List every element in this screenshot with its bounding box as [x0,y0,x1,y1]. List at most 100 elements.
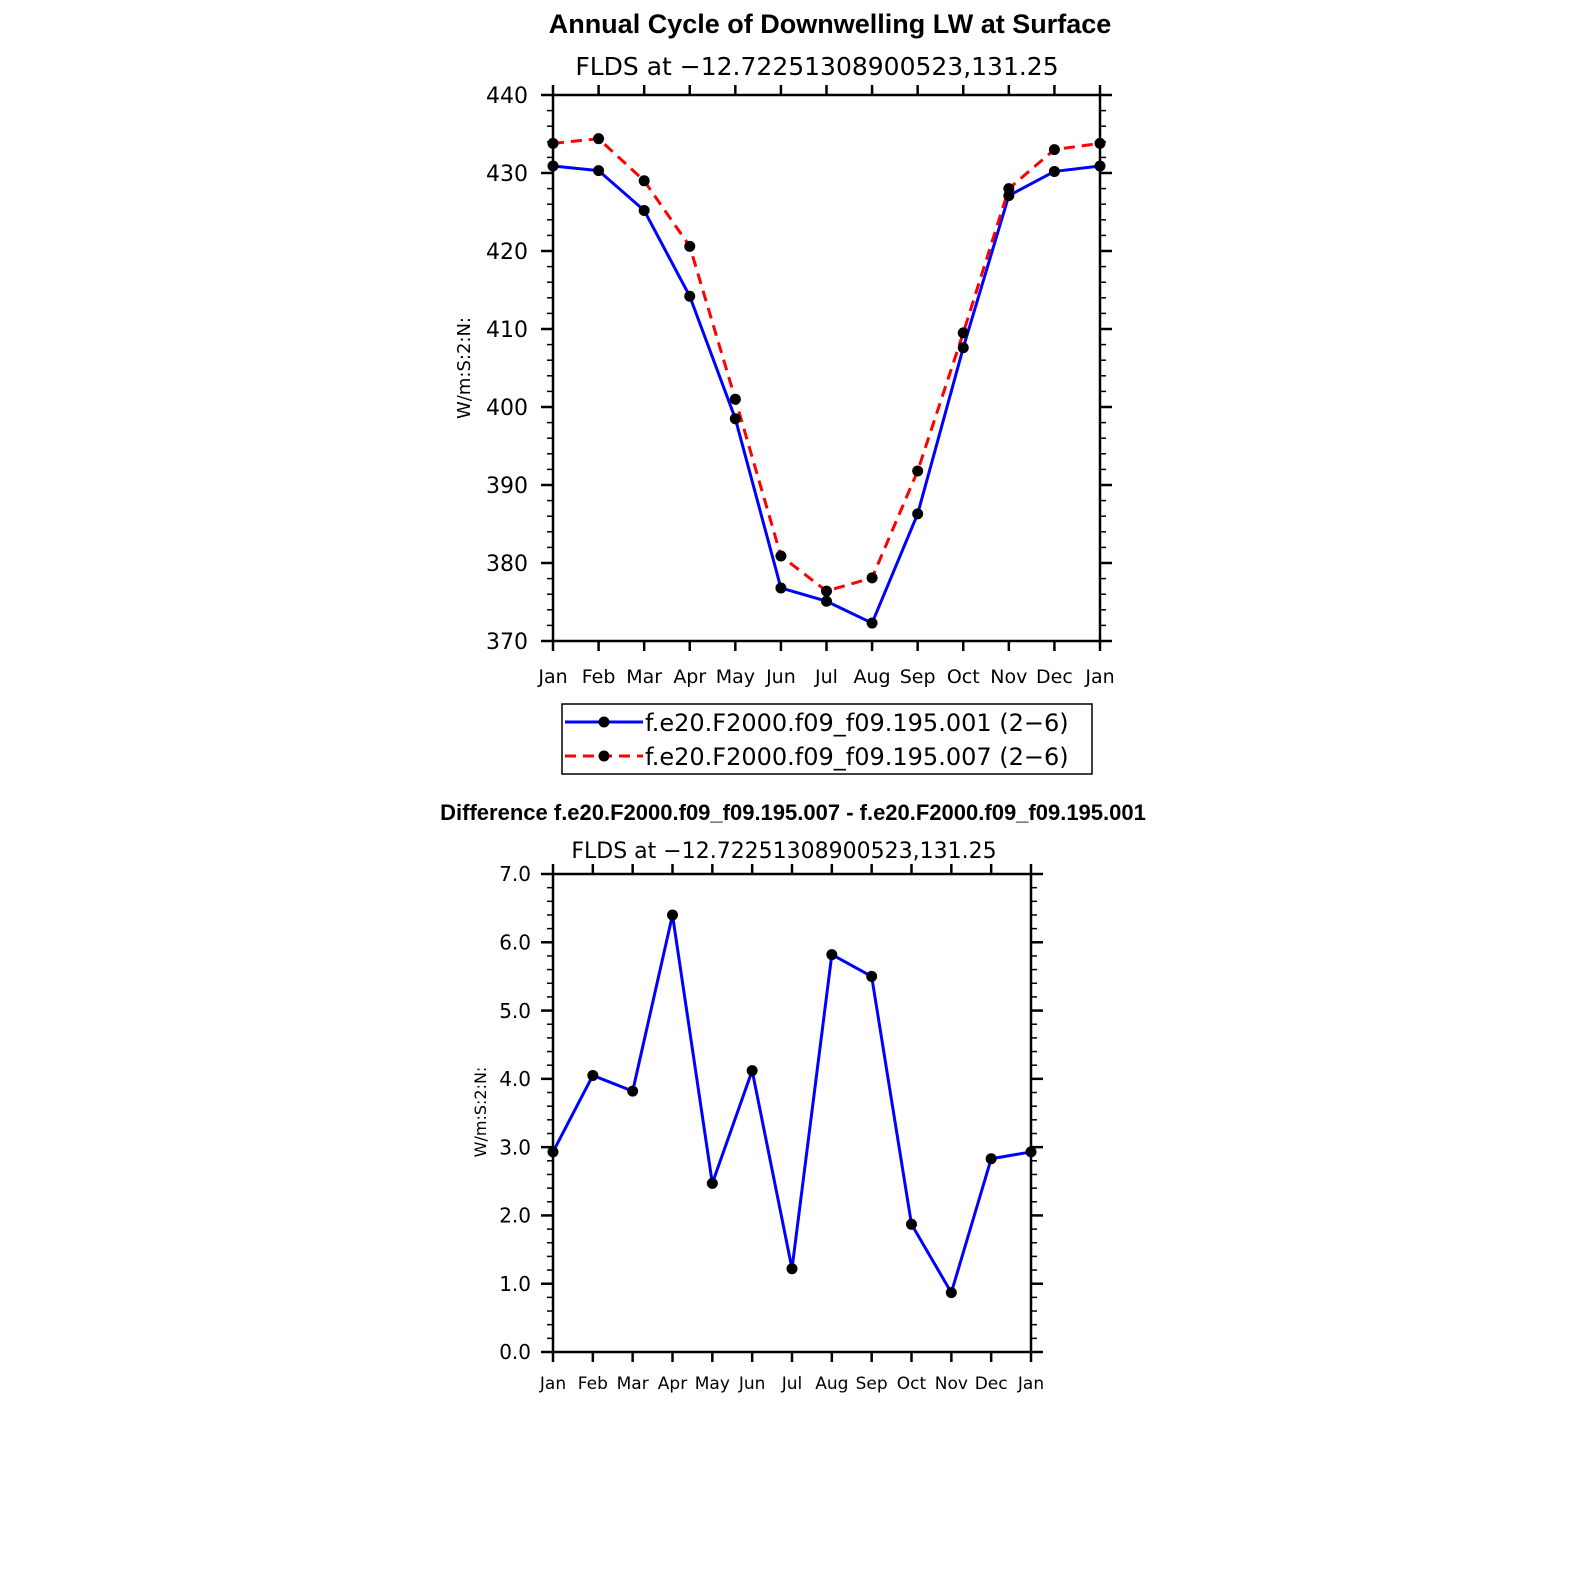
data-point [729,413,741,425]
data-point [775,582,787,594]
data-point [593,133,605,145]
x-tick-label: Jun [765,666,796,688]
data-point [593,165,605,177]
data-point [906,1218,917,1230]
x-tick-label: Sep [900,666,936,688]
y-tick-label: 3.0 [499,1135,531,1159]
plot-frame [551,93,1102,643]
y-tick-label: 2.0 [499,1204,531,1228]
y-tick-label: 430 [486,162,528,187]
data-point [912,465,924,477]
x-tick-label: Dec [1036,666,1073,688]
difference-chart: Difference f.e20.F2000.f09_f09.195.007 -… [440,800,1146,1394]
x-tick-label: Aug [815,1374,848,1394]
data-point [729,393,741,405]
data-point [746,1065,758,1077]
data-point [684,240,696,252]
series-layer [547,909,1037,1299]
y-tick-label: 370 [486,630,528,655]
data-point [1048,165,1060,177]
data-point [1048,144,1060,156]
y-tick-label: 380 [486,552,528,577]
y-tick-label: 390 [486,474,528,499]
chart-title: Difference f.e20.F2000.f09_f09.195.007 -… [440,800,1146,825]
x-tick-label: Sep [856,1374,888,1394]
x-tick-label: May [716,666,755,688]
x-tick-label: Mar [617,1374,649,1394]
data-point [1003,183,1015,195]
data-point [985,1153,997,1165]
data-point [547,160,559,172]
y-tick-label: 7.0 [499,862,531,886]
x-tick-label: Jan [537,666,567,688]
data-point [706,1177,718,1189]
data-point [912,508,924,520]
x-tick-label: Feb [578,1374,608,1394]
chart-subtitle: FLDS at −12.72251308900523,131.25 [571,839,996,864]
x-tick-label: Dec [975,1374,1008,1394]
x-tick-label: Jan [1017,1374,1044,1394]
annual-cycle-chart: Annual Cycle of Downwelling LW at Surfac… [454,9,1115,775]
data-point [638,175,650,187]
data-point [587,1069,599,1081]
data-point [547,1146,559,1158]
x-tick-label: Oct [897,1374,927,1394]
data-point [547,137,559,149]
tick-marks [541,864,1043,1362]
data-point [684,290,696,302]
data-point [821,595,832,607]
series-line [552,164,1101,625]
data-point [866,572,878,584]
x-tick-label: Mar [626,666,662,688]
y-tick-label: 400 [486,396,528,421]
x-tick-label: Jun [738,1374,766,1394]
x-tick-label: Apr [658,1374,687,1394]
y-axis-label: W/m:S:2:N: [454,317,475,419]
x-tick-label: Oct [947,666,980,688]
x-tick-label: Apr [673,666,706,688]
data-point [945,1287,957,1299]
tick-labels: Jan Feb Mar Apr May Jun Jul Aug Sep Oct Nov Dec Jan 0… [499,862,1044,1394]
data-point [957,327,969,339]
legend-entry: f.e20.F2000.f09_f09.195.007 (2−6) [645,743,1069,771]
y-tick-label: 5.0 [499,999,531,1023]
y-tick-label: 420 [486,240,528,265]
data-point [957,342,969,354]
data-point [1094,137,1106,149]
x-tick-label: Aug [854,666,891,688]
legend: f.e20.F2000.f09_f09.195.001 (2−6) f.e20.… [561,703,1093,775]
x-tick-label: Nov [935,1374,968,1394]
data-point [667,909,678,921]
chart-subtitle: FLDS at −12.72251308900523,131.25 [575,52,1058,81]
x-tick-label: Nov [990,666,1027,688]
data-point [775,550,787,562]
tick-marks [541,85,1112,651]
data-point [821,585,832,597]
x-tick-label: Jul [814,666,838,688]
series-line [551,913,1032,1295]
data-point [826,949,838,961]
legend-entry: f.e20.F2000.f09_f09.195.001 (2−6) [645,709,1069,737]
series-layer [547,133,1106,629]
y-tick-label: 410 [486,318,528,343]
data-point [866,617,878,629]
y-tick-label: 1.0 [499,1272,531,1296]
legend-swatch-marker [598,750,610,762]
series-line [552,137,1101,593]
legend-swatch-marker [598,716,610,728]
data-point [1094,160,1106,172]
data-point [638,204,650,216]
y-tick-label: 4.0 [499,1067,531,1091]
x-tick-label: Jan [1084,666,1114,688]
data-point [627,1085,639,1097]
tick-labels: Jan Feb Mar Apr May Jun Jul Aug Sep Oct Nov Dec Jan 3… [486,84,1115,688]
x-tick-label: Jul [781,1374,803,1394]
legend-box [561,703,1093,775]
data-point [1025,1146,1037,1158]
data-point [866,970,878,982]
y-axis-label: W/m:S:2:N: [471,1067,490,1158]
y-tick-label: 0.0 [499,1340,531,1364]
y-tick-label: 6.0 [499,930,531,954]
x-tick-label: Feb [582,666,616,688]
